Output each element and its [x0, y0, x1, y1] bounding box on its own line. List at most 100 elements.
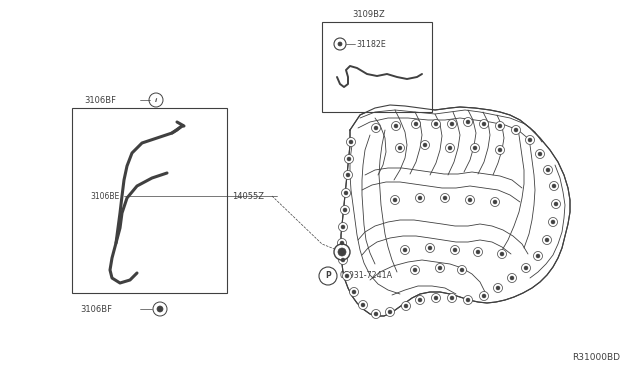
Circle shape [434, 122, 438, 126]
Circle shape [511, 125, 520, 135]
Circle shape [498, 124, 502, 128]
Circle shape [337, 238, 346, 247]
Text: 3106BF: 3106BF [80, 305, 112, 314]
Circle shape [344, 191, 348, 195]
Circle shape [554, 202, 558, 206]
Circle shape [412, 119, 420, 128]
Circle shape [450, 122, 454, 126]
Circle shape [415, 295, 424, 305]
Circle shape [525, 135, 534, 144]
Circle shape [401, 246, 410, 254]
Circle shape [543, 235, 552, 244]
Circle shape [346, 173, 350, 177]
Circle shape [413, 268, 417, 272]
Polygon shape [341, 105, 570, 316]
Circle shape [414, 122, 418, 126]
Circle shape [450, 296, 454, 300]
Circle shape [453, 248, 457, 252]
Circle shape [498, 148, 502, 152]
Circle shape [440, 193, 449, 202]
Circle shape [497, 250, 506, 259]
Circle shape [346, 138, 355, 147]
Circle shape [423, 143, 427, 147]
Circle shape [410, 266, 419, 275]
Circle shape [334, 244, 350, 260]
Circle shape [550, 182, 559, 190]
Circle shape [428, 246, 432, 250]
Circle shape [347, 157, 351, 161]
Circle shape [473, 146, 477, 150]
Circle shape [522, 263, 531, 273]
Circle shape [420, 141, 429, 150]
Circle shape [342, 272, 351, 280]
Circle shape [396, 144, 404, 153]
Circle shape [500, 252, 504, 256]
Circle shape [338, 248, 346, 256]
Circle shape [479, 292, 488, 301]
Circle shape [342, 189, 351, 198]
Bar [72, 108, 227, 293]
Circle shape [374, 126, 378, 130]
Circle shape [361, 303, 365, 307]
Circle shape [545, 238, 549, 242]
Circle shape [371, 310, 381, 318]
Circle shape [157, 306, 163, 312]
Circle shape [418, 196, 422, 200]
Circle shape [552, 184, 556, 188]
Circle shape [394, 124, 398, 128]
Circle shape [463, 118, 472, 126]
Circle shape [451, 246, 460, 254]
Circle shape [468, 198, 472, 202]
Circle shape [341, 258, 345, 262]
Circle shape [401, 301, 410, 311]
Circle shape [349, 288, 358, 296]
Circle shape [493, 283, 502, 292]
Circle shape [340, 241, 344, 245]
Circle shape [341, 225, 345, 229]
Circle shape [538, 152, 542, 156]
Circle shape [482, 122, 486, 126]
Circle shape [345, 274, 349, 278]
Circle shape [465, 196, 474, 205]
Circle shape [508, 273, 516, 282]
Circle shape [392, 122, 401, 131]
Circle shape [528, 138, 532, 142]
Circle shape [344, 170, 353, 180]
Circle shape [543, 166, 552, 174]
Circle shape [495, 145, 504, 154]
Circle shape [546, 168, 550, 172]
Circle shape [344, 154, 353, 164]
Circle shape [418, 298, 422, 302]
Circle shape [447, 294, 456, 302]
Circle shape [548, 218, 557, 227]
Circle shape [466, 120, 470, 124]
Circle shape [438, 266, 442, 270]
Circle shape [403, 248, 407, 252]
Circle shape [551, 220, 555, 224]
Circle shape [352, 290, 356, 294]
Circle shape [536, 150, 545, 158]
Circle shape [448, 146, 452, 150]
Circle shape [493, 200, 497, 204]
Circle shape [474, 247, 483, 257]
Text: P: P [325, 272, 331, 280]
Text: i: i [155, 97, 157, 103]
Circle shape [552, 199, 561, 208]
Circle shape [479, 119, 488, 128]
Text: 3109BZ: 3109BZ [352, 10, 385, 19]
Circle shape [431, 294, 440, 302]
Circle shape [349, 140, 353, 144]
Circle shape [339, 222, 348, 231]
Text: 14055Z: 14055Z [232, 192, 264, 201]
Circle shape [534, 251, 543, 260]
Text: 3106BE: 3106BE [90, 192, 119, 201]
Circle shape [445, 144, 454, 153]
Text: R31000BD: R31000BD [572, 353, 620, 362]
Text: 31182E: 31182E [356, 39, 386, 48]
Circle shape [435, 263, 445, 273]
Circle shape [404, 304, 408, 308]
Circle shape [388, 310, 392, 314]
Circle shape [340, 205, 349, 215]
Text: 3106BF: 3106BF [84, 96, 116, 105]
Circle shape [476, 250, 480, 254]
